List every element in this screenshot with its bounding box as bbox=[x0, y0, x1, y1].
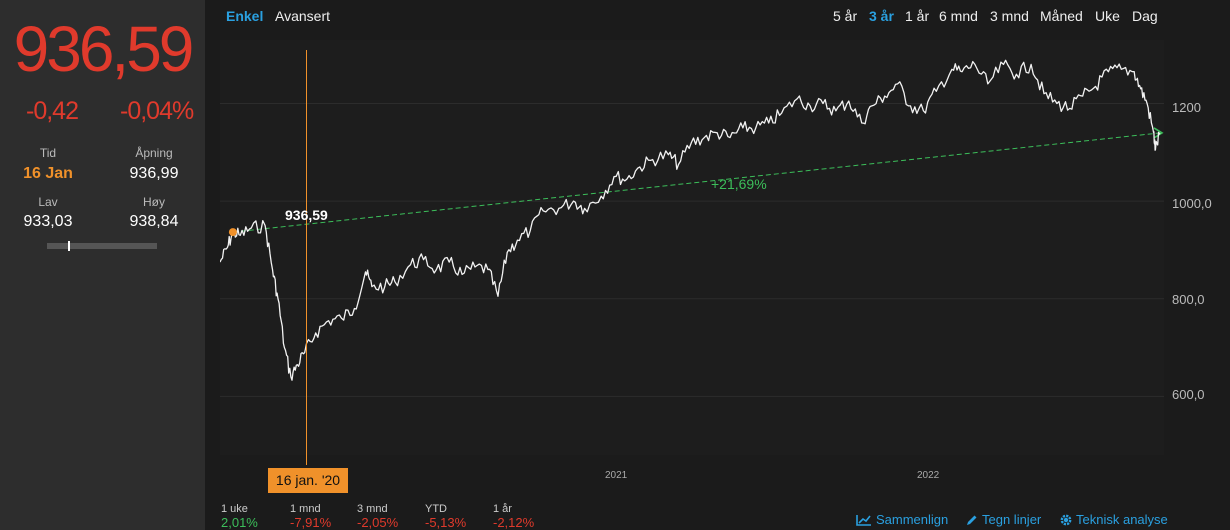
crosshair-value: 936,59 bbox=[285, 207, 328, 223]
perf-1-mnd: 1 mnd -7,91% bbox=[290, 503, 331, 530]
crosshair-point bbox=[228, 228, 237, 237]
perf-label: 1 uke bbox=[221, 503, 248, 515]
low-value: 933,03 bbox=[23, 213, 73, 230]
open-label: Åpning bbox=[135, 146, 173, 160]
range-3-ar[interactable]: 3 år bbox=[869, 8, 894, 24]
day-range-bar bbox=[47, 241, 157, 251]
low-label: Lav bbox=[38, 195, 58, 209]
high-label: Høy bbox=[143, 195, 165, 209]
range-maned[interactable]: Måned bbox=[1040, 8, 1083, 24]
perf-value: 2,01% bbox=[221, 515, 258, 530]
perf-1-uke: 1 uke 2,01% bbox=[221, 503, 258, 530]
range-1-ar[interactable]: 1 år bbox=[905, 8, 930, 24]
time-value: 16 Jan bbox=[23, 165, 73, 182]
open-value: 936,99 bbox=[129, 165, 179, 182]
perf-label: 1 år bbox=[493, 503, 512, 515]
draw-lines-button[interactable]: Tegn linjer bbox=[966, 512, 1041, 527]
technical-analysis-label: Teknisk analyse bbox=[1076, 512, 1168, 527]
perf-label: 3 mnd bbox=[357, 503, 388, 515]
range-6-mnd[interactable]: 6 mnd bbox=[939, 8, 978, 24]
range-3-mnd[interactable]: 3 mnd bbox=[990, 8, 1029, 24]
pencil-icon bbox=[967, 515, 977, 525]
quote-panel: 936,59 -0,42 -0,04% Tid 16 Jan Åpning 93… bbox=[0, 0, 205, 530]
y-tick: 1000,0 bbox=[1172, 196, 1212, 211]
perf-1-ar: 1 år -2,12% bbox=[493, 503, 534, 530]
perf-3-mnd: 3 mnd -2,05% bbox=[357, 503, 398, 530]
perf-ytd: YTD -5,13% bbox=[425, 503, 466, 530]
range-5-ar[interactable]: 5 år bbox=[833, 8, 858, 24]
perf-value: -2,05% bbox=[357, 515, 399, 530]
compare-button[interactable]: Sammenlign bbox=[856, 512, 948, 527]
draw-lines-label: Tegn linjer bbox=[982, 512, 1042, 527]
price-chart[interactable] bbox=[220, 40, 1164, 455]
perf-value: -2,12% bbox=[493, 515, 535, 530]
high-value: 938,84 bbox=[129, 213, 179, 230]
chart-area[interactable] bbox=[220, 40, 1164, 455]
price-line bbox=[220, 59, 1161, 381]
range-dag[interactable]: Dag bbox=[1132, 8, 1158, 24]
tab-enkel[interactable]: Enkel bbox=[226, 8, 264, 24]
change-absolute: -0,42 bbox=[26, 97, 79, 125]
crosshair-line bbox=[306, 50, 307, 465]
tab-avansert[interactable]: Avansert bbox=[275, 8, 330, 24]
range-uke[interactable]: Uke bbox=[1095, 8, 1120, 24]
perf-label: 1 mnd bbox=[290, 503, 321, 515]
perf-label: YTD bbox=[425, 503, 447, 515]
y-tick: 600,0 bbox=[1172, 387, 1205, 402]
trend-line bbox=[232, 132, 1161, 233]
technical-analysis-button[interactable]: Teknisk analyse bbox=[1060, 512, 1168, 527]
y-tick: 800,0 bbox=[1172, 292, 1205, 307]
gear-icon bbox=[1060, 514, 1072, 525]
last-price: 936,59 bbox=[13, 13, 195, 85]
perf-value: -5,13% bbox=[425, 515, 467, 530]
x-tick: 2021 bbox=[605, 470, 628, 481]
crosshair-date: 16 jan. '20 bbox=[268, 468, 348, 493]
y-tick: 1200 bbox=[1172, 100, 1201, 115]
change-percent: -0,04% bbox=[120, 97, 194, 125]
compare-label: Sammenlign bbox=[876, 512, 949, 527]
time-label: Tid bbox=[39, 146, 57, 160]
chart-line-icon bbox=[856, 514, 871, 526]
trend-arrow bbox=[1153, 127, 1164, 139]
perf-value: -7,91% bbox=[290, 515, 332, 530]
trend-change-label: +21,69% bbox=[711, 176, 767, 192]
day-range-marker bbox=[67, 241, 70, 251]
x-tick: 2022 bbox=[917, 470, 940, 481]
